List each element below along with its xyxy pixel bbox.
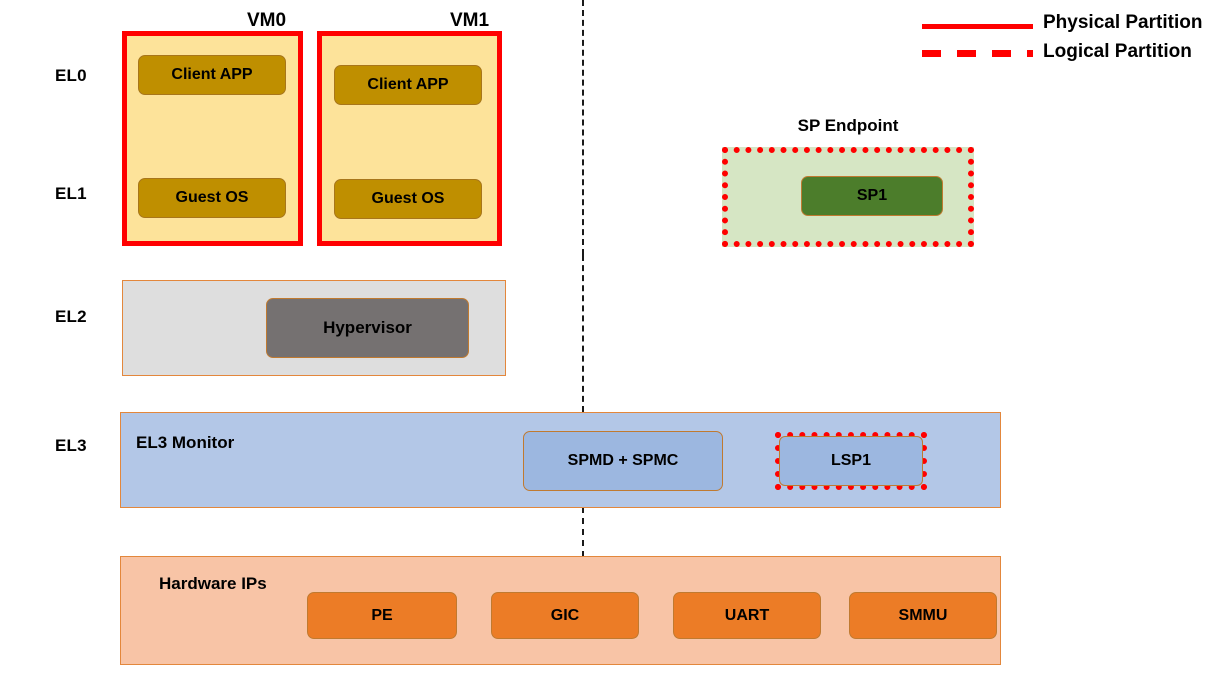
gic-node[interactable]: GIC	[491, 592, 639, 639]
exception-level-label-el2: EL2	[55, 307, 87, 326]
vm0-client-app-label: Client APP	[171, 66, 253, 83]
vm1-client-app-label: Client APP	[367, 76, 449, 93]
vm0-guest-os-node[interactable]: Guest OS	[138, 178, 286, 218]
uart-node[interactable]: UART	[673, 592, 821, 639]
uart-label: UART	[724, 606, 770, 624]
vm1-title: VM1	[450, 10, 490, 31]
world-divider-line	[582, 507, 584, 557]
gic-label: GIC	[550, 606, 580, 624]
hypervisor-node[interactable]: Hypervisor	[266, 298, 469, 358]
spmd-spmc-node[interactable]: SPMD + SPMC	[523, 431, 723, 491]
vm1-guest-os-label: Guest OS	[371, 190, 445, 207]
vm0-client-app-node[interactable]: Client APP	[138, 55, 286, 95]
exception-level-label-el1: EL1	[55, 184, 87, 203]
sp1-node[interactable]: SP1	[801, 176, 943, 216]
legend-physical-partition-label: Physical Partition	[1043, 12, 1203, 33]
sp-endpoint-title: SP Endpoint	[797, 116, 899, 135]
sp1-label: SP1	[856, 187, 888, 204]
world-divider-line	[582, 0, 584, 255]
legend-logical-partition-label: Logical Partition	[1043, 41, 1192, 62]
hypervisor-label: Hypervisor	[323, 318, 412, 337]
smmu-label: SMMU	[898, 606, 948, 624]
vm1-physical-partition[interactable]: Client APP Guest OS	[317, 31, 502, 246]
world-divider-line	[582, 255, 584, 412]
lsp1-logical-partition[interactable]: LSP1	[775, 432, 927, 490]
el3-monitor-title: EL3 Monitor	[136, 433, 235, 452]
vm0-physical-partition[interactable]: Client APP Guest OS	[122, 31, 303, 246]
spmd-spmc-label: SPMD + SPMC	[567, 452, 679, 469]
exception-level-label-el3: EL3	[55, 436, 87, 455]
el2-band: Hypervisor	[122, 280, 506, 376]
smmu-node[interactable]: SMMU	[849, 592, 997, 639]
hardware-ips-title: Hardware IPs	[159, 574, 267, 593]
lsp1-node[interactable]: LSP1	[779, 436, 923, 486]
vm1-guest-os-node[interactable]: Guest OS	[334, 179, 482, 219]
pe-label: PE	[371, 606, 393, 624]
lsp1-label: LSP1	[830, 452, 871, 469]
legend-logical-partition-swatch	[922, 50, 1033, 57]
vm1-client-app-node[interactable]: Client APP	[334, 65, 482, 105]
vm0-title: VM0	[247, 10, 287, 31]
sp-endpoint-logical-partition[interactable]: SP1	[722, 147, 974, 247]
hardware-ips-band: Hardware IPs PE GIC UART SMMU	[120, 556, 1001, 665]
legend-physical-partition-swatch	[922, 24, 1033, 29]
exception-level-label-el0: EL0	[55, 66, 87, 85]
pe-node[interactable]: PE	[307, 592, 457, 639]
vm0-guest-os-label: Guest OS	[175, 189, 249, 206]
legend: Physical Partition Logical Partition	[922, 12, 1212, 74]
el3-band: EL3 Monitor SPMD + SPMC LSP1	[120, 412, 1001, 508]
